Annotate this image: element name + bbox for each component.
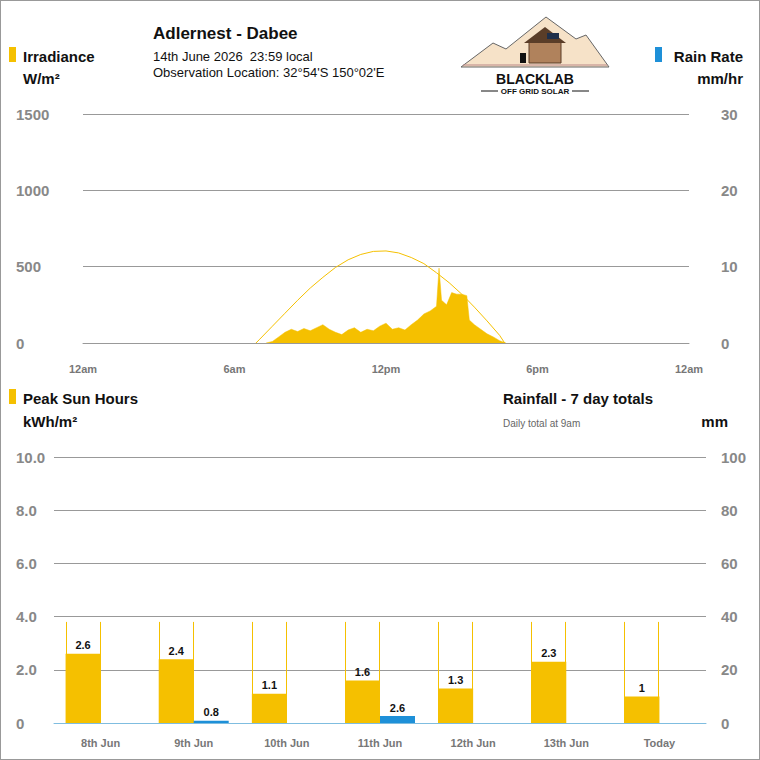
svg-text:0: 0 xyxy=(16,335,24,352)
svg-text:13th Jun: 13th Jun xyxy=(544,737,590,749)
svg-text:9th Jun: 9th Jun xyxy=(174,737,213,749)
svg-text:Observation Location: 32°54'S: Observation Location: 32°54'S 150°02'E xyxy=(153,65,385,80)
svg-text:11th Jun: 11th Jun xyxy=(358,737,403,749)
svg-text:2.6: 2.6 xyxy=(390,702,405,714)
svg-text:Adlernest - Dabee: Adlernest - Dabee xyxy=(153,24,298,43)
svg-text:0: 0 xyxy=(721,715,729,732)
svg-text:80: 80 xyxy=(721,502,738,519)
svg-text:8.0: 8.0 xyxy=(16,502,37,519)
svg-text:0.8: 0.8 xyxy=(204,706,219,718)
svg-text:6pm: 6pm xyxy=(526,363,549,375)
svg-text:Daily total at 9am: Daily total at 9am xyxy=(503,418,580,429)
svg-text:40: 40 xyxy=(721,608,738,625)
svg-text:100: 100 xyxy=(721,449,746,466)
svg-text:2.4: 2.4 xyxy=(169,645,185,657)
svg-text:2.3: 2.3 xyxy=(541,647,556,659)
svg-text:W/m²: W/m² xyxy=(23,70,60,87)
svg-text:Today: Today xyxy=(644,737,676,749)
svg-text:12am: 12am xyxy=(675,363,703,375)
svg-text:14th June 2026 23:59 local: 14th June 2026 23:59 local xyxy=(153,49,313,64)
svg-text:kWh/m²: kWh/m² xyxy=(23,413,77,430)
svg-text:0: 0 xyxy=(16,715,24,732)
svg-text:30: 30 xyxy=(721,106,738,123)
svg-text:12am: 12am xyxy=(69,363,97,375)
svg-text:2.0: 2.0 xyxy=(16,661,37,678)
svg-text:6am: 6am xyxy=(223,363,245,375)
svg-text:10.0: 10.0 xyxy=(16,449,45,466)
svg-text:Irradiance: Irradiance xyxy=(23,48,95,65)
svg-text:Peak Sun Hours: Peak Sun Hours xyxy=(23,390,138,407)
svg-text:mm/hr: mm/hr xyxy=(697,70,743,87)
svg-text:4.0: 4.0 xyxy=(16,608,37,625)
svg-text:OFF GRID SOLAR: OFF GRID SOLAR xyxy=(501,87,570,96)
svg-text:Rainfall - 7 day totals: Rainfall - 7 day totals xyxy=(503,390,653,407)
svg-text:1: 1 xyxy=(639,682,645,694)
svg-text:10: 10 xyxy=(721,258,738,275)
svg-text:20: 20 xyxy=(721,661,738,678)
svg-text:10th Jun: 10th Jun xyxy=(264,737,310,749)
svg-text:8th Jun: 8th Jun xyxy=(81,737,120,749)
svg-text:Rain Rate: Rain Rate xyxy=(674,48,743,65)
svg-text:12pm: 12pm xyxy=(372,363,401,375)
svg-text:1.3: 1.3 xyxy=(448,674,463,686)
svg-text:2.6: 2.6 xyxy=(75,639,90,651)
svg-text:1000: 1000 xyxy=(16,182,49,199)
svg-text:mm: mm xyxy=(701,413,728,430)
svg-text:500: 500 xyxy=(16,258,41,275)
svg-text:1.6: 1.6 xyxy=(355,666,370,678)
svg-text:6.0: 6.0 xyxy=(16,555,37,572)
svg-text:60: 60 xyxy=(721,555,738,572)
svg-text:20: 20 xyxy=(721,182,738,199)
svg-text:BLACKLAB: BLACKLAB xyxy=(496,71,574,87)
svg-text:0: 0 xyxy=(721,335,729,352)
svg-text:1.1: 1.1 xyxy=(262,679,277,691)
svg-text:1500: 1500 xyxy=(16,106,49,123)
svg-text:12th Jun: 12th Jun xyxy=(451,737,497,749)
